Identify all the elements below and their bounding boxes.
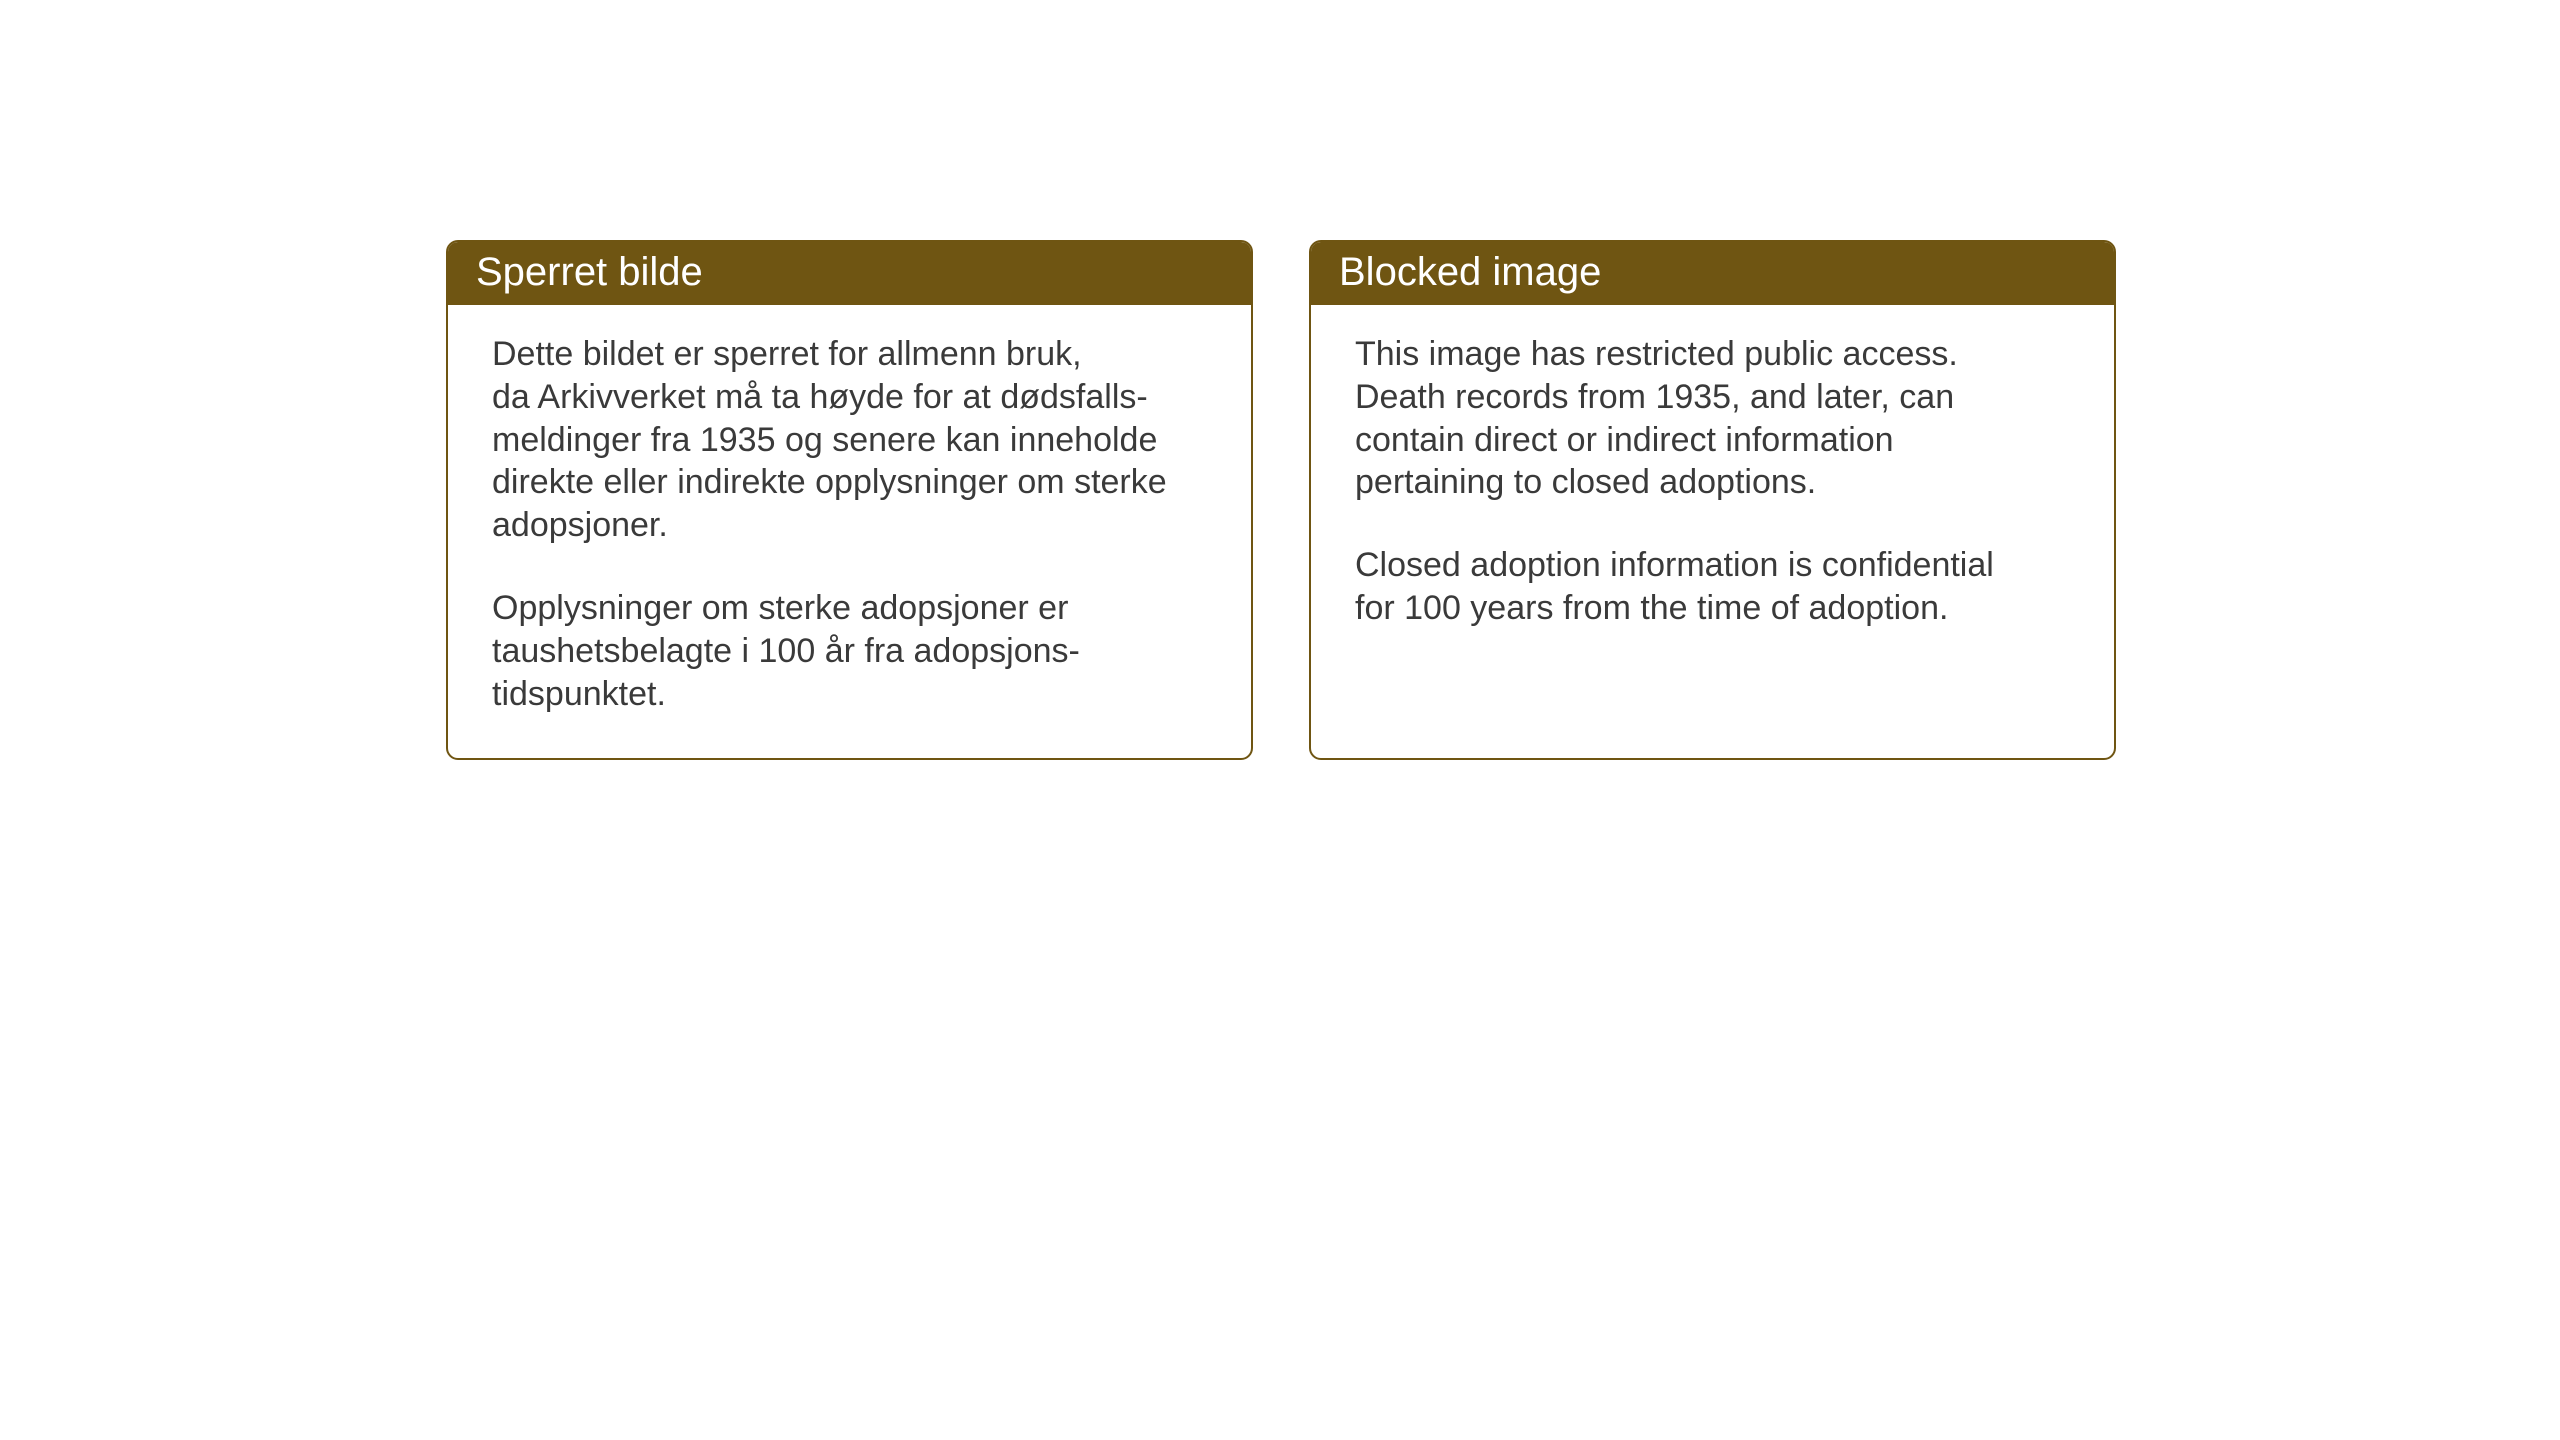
norwegian-notice-card: Sperret bilde Dette bildet er sperret fo… [446, 240, 1253, 760]
notice-cards-container: Sperret bilde Dette bildet er sperret fo… [446, 240, 2116, 760]
english-paragraph-1: This image has restricted public access.… [1355, 333, 2070, 504]
norwegian-paragraph-1: Dette bildet er sperret for allmenn bruk… [492, 333, 1207, 547]
english-card-title: Blocked image [1339, 250, 1601, 294]
english-card-header: Blocked image [1311, 242, 2114, 305]
english-card-body: This image has restricted public access.… [1311, 305, 2114, 725]
english-notice-card: Blocked image This image has restricted … [1309, 240, 2116, 760]
norwegian-card-header: Sperret bilde [448, 242, 1251, 305]
english-paragraph-2: Closed adoption information is confident… [1355, 544, 2070, 630]
norwegian-card-body: Dette bildet er sperret for allmenn bruk… [448, 305, 1251, 758]
norwegian-paragraph-2: Opplysninger om sterke adopsjoner er tau… [492, 587, 1207, 715]
norwegian-card-title: Sperret bilde [476, 250, 703, 294]
